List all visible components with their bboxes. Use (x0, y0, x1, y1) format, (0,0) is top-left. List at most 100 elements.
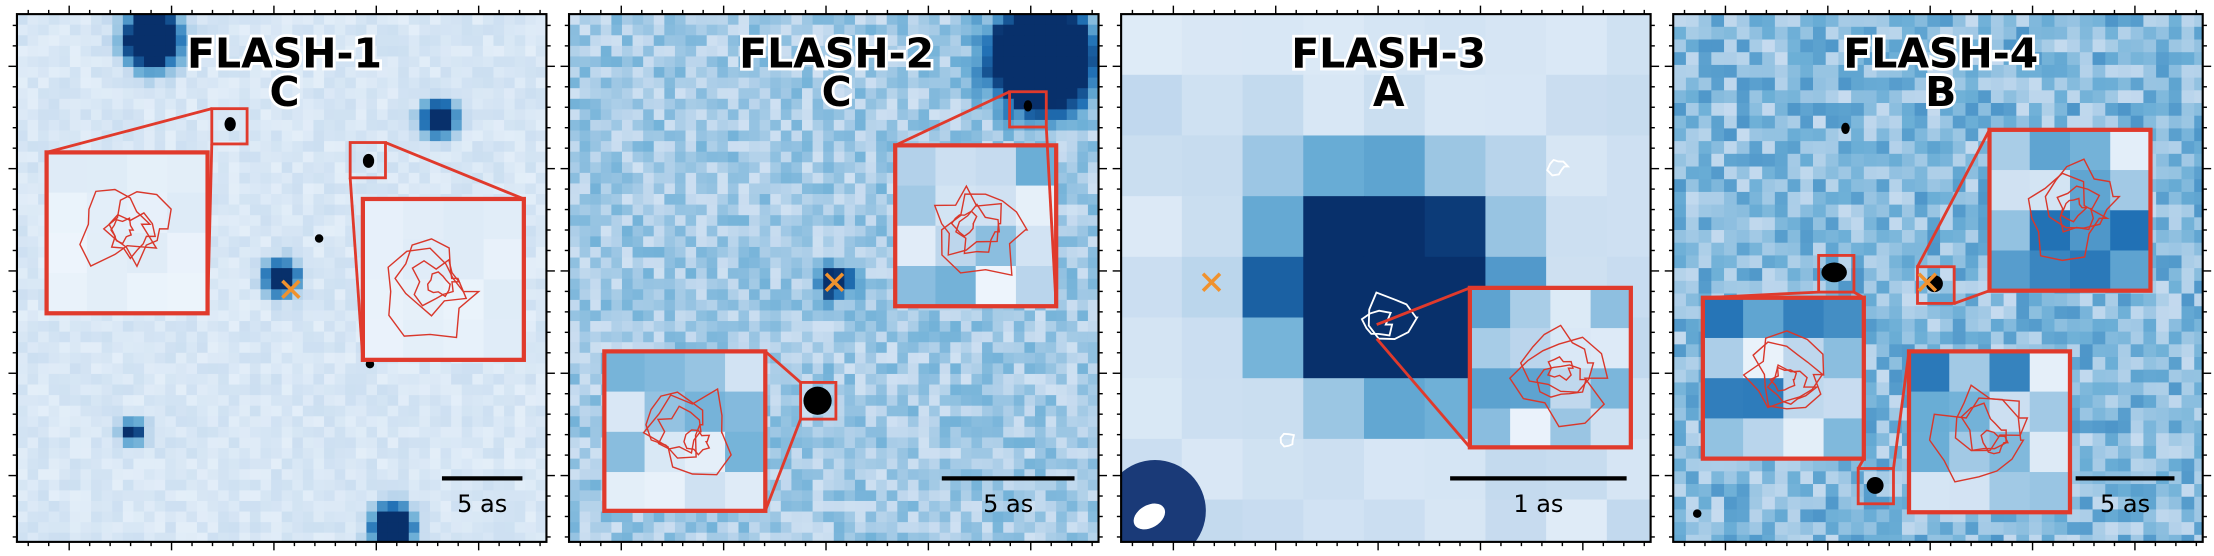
pixel (632, 246, 644, 258)
pixel (133, 373, 145, 385)
pixel (398, 511, 410, 523)
pixel (833, 490, 845, 502)
pixel (1066, 14, 1078, 26)
pixel (579, 352, 591, 364)
pixel (144, 490, 156, 502)
pixel (854, 246, 866, 258)
pixel (1066, 416, 1078, 428)
pixel (706, 172, 718, 184)
pixel (133, 416, 145, 428)
pixel (196, 384, 208, 396)
pixel (696, 236, 708, 248)
pixel (1045, 490, 1057, 502)
pixel (165, 310, 177, 322)
pixel (196, 24, 208, 36)
pixel (482, 77, 494, 89)
pixel (292, 194, 304, 206)
pixel (38, 437, 50, 449)
pixel (429, 98, 441, 110)
pixel (271, 395, 283, 407)
pixel (664, 236, 676, 248)
pixel (302, 405, 314, 417)
pixel (472, 490, 484, 502)
pixel (440, 363, 452, 375)
pixel (749, 289, 761, 301)
pixel (112, 458, 124, 470)
pixel (101, 500, 113, 512)
pixel (844, 310, 856, 322)
pixel (865, 310, 877, 322)
pixel (493, 172, 505, 184)
pixel (133, 56, 145, 68)
pixel (632, 215, 644, 227)
pixel (1056, 363, 1068, 375)
pixel (590, 77, 602, 89)
pixel (939, 24, 951, 36)
inset-pixel (86, 273, 128, 314)
pixel (112, 532, 124, 542)
pixel (759, 172, 771, 184)
pixel (653, 162, 665, 174)
pixel (260, 257, 272, 269)
pixel (525, 384, 537, 396)
pixel (419, 24, 431, 36)
pixel (876, 119, 888, 131)
pixel (91, 14, 103, 26)
pixel (451, 151, 463, 163)
pixel (101, 56, 113, 68)
pixel (514, 77, 526, 89)
pixel (738, 130, 750, 142)
pixel (271, 204, 283, 216)
pixel (1024, 14, 1036, 26)
pixel (260, 511, 272, 523)
pixel (569, 426, 581, 438)
pixel (419, 384, 431, 396)
pixel (525, 236, 537, 248)
pixel (1066, 246, 1078, 258)
pixel (112, 321, 124, 333)
pixel (738, 14, 750, 26)
pixel (493, 416, 505, 428)
pixel (844, 141, 856, 153)
pixel (302, 278, 314, 290)
pixel (345, 204, 357, 216)
pixel (696, 194, 708, 206)
pixel (1045, 310, 1057, 322)
pixel (133, 469, 145, 481)
pixel (643, 119, 655, 131)
pixel (918, 426, 930, 438)
pixel (569, 395, 581, 407)
pixel (271, 321, 283, 333)
pixel (228, 77, 240, 89)
pixel (324, 215, 336, 227)
pixel (451, 130, 463, 142)
pixel (334, 352, 346, 364)
pixel (643, 321, 655, 333)
pixel (377, 384, 389, 396)
pixel (419, 448, 431, 460)
pixel (1056, 24, 1068, 36)
pixel (472, 395, 484, 407)
pixel (749, 246, 761, 258)
pixel (324, 490, 336, 502)
pixel (664, 215, 676, 227)
pixel (886, 395, 898, 407)
pixel (621, 172, 633, 184)
pixel (334, 204, 346, 216)
pixel (600, 321, 612, 333)
pixel (133, 363, 145, 375)
pixel (1066, 204, 1078, 216)
pixel (600, 236, 612, 248)
pixel (398, 14, 410, 26)
pixel (175, 500, 187, 512)
pixel (1066, 458, 1078, 470)
pixel (377, 14, 389, 26)
pixel (461, 490, 473, 502)
pixel (239, 395, 251, 407)
pixel (738, 45, 750, 57)
pixel (27, 246, 39, 258)
pixel (535, 511, 547, 523)
inset-pixel (46, 232, 88, 274)
pixel (408, 88, 420, 100)
pixel (897, 321, 909, 333)
